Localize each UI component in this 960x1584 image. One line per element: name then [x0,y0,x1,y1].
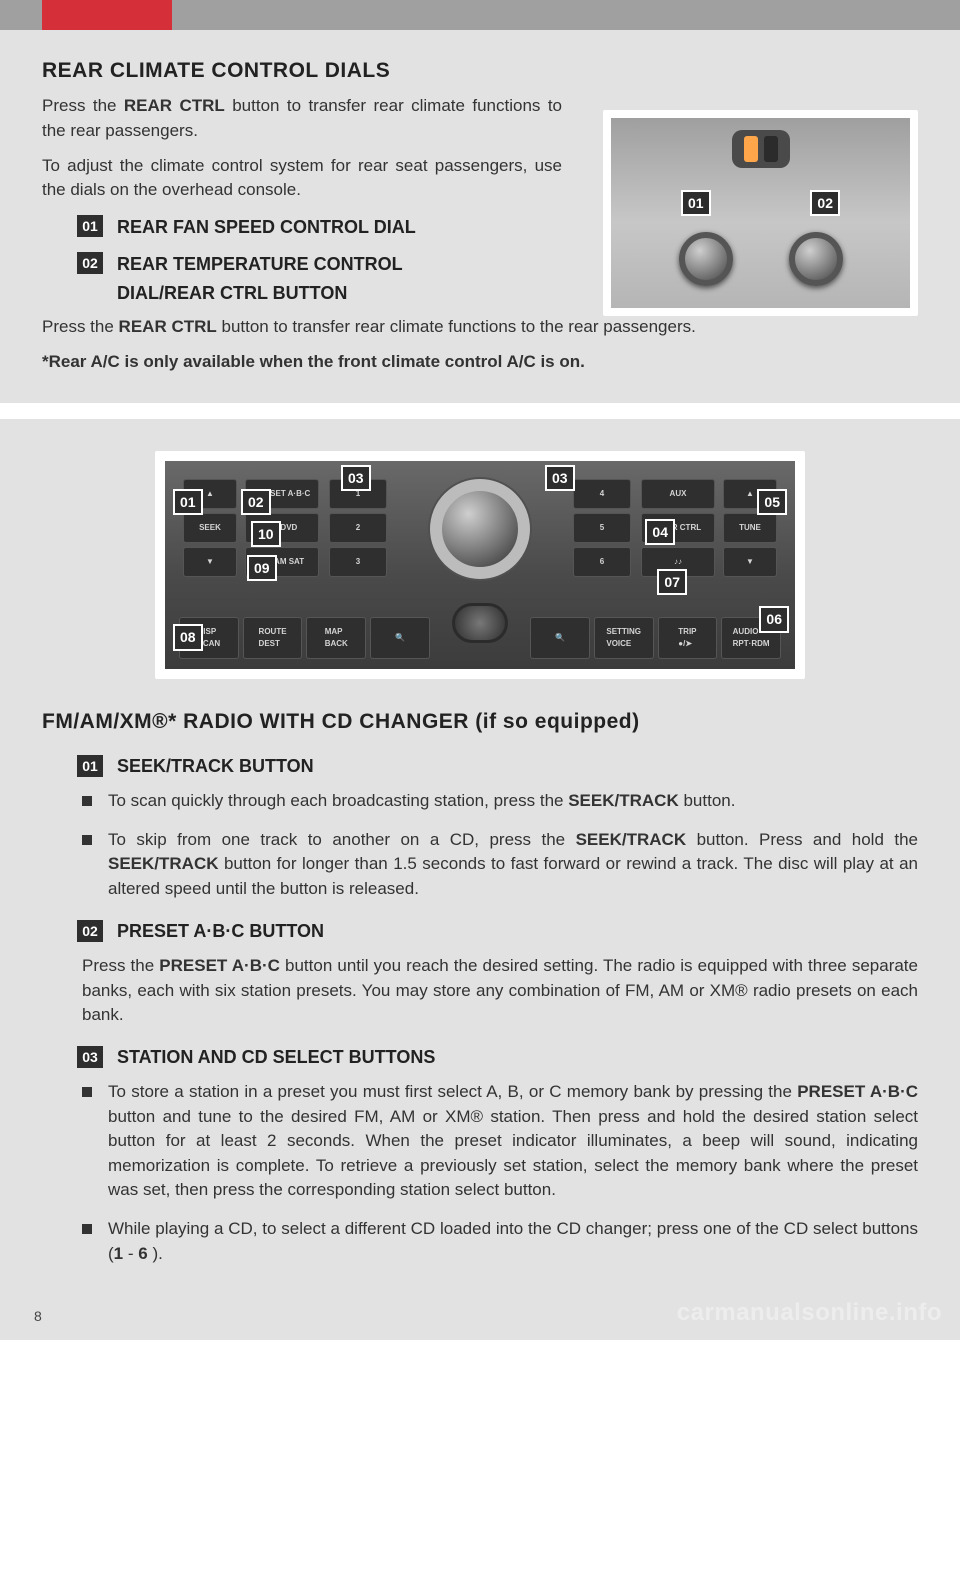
text: While playing a CD, to select a differen… [108,1219,918,1263]
annotation-01: 01 [681,190,711,216]
section-title: REAR CLIMATE CONTROL DIALS [42,56,918,86]
switch-icon [732,130,790,168]
rear-ctrl-bold: REAR CTRL [119,317,217,336]
text: To scan quickly through each broadcastin… [108,791,568,810]
annot-02: 02 [241,489,271,515]
text: button for longer than 1.5 seconds to fa… [108,854,918,898]
btn-setting: SETTINGVOICE [594,617,654,659]
text: button and tune to the desired FM, AM or… [108,1107,918,1200]
text: Press the [42,96,124,115]
annot-10: 10 [251,521,281,547]
bold-text: 6 [138,1244,147,1263]
dial-icon [789,232,843,286]
btn-4: 4 [573,479,631,509]
text: - [123,1244,138,1263]
btn-aux: AUX [641,479,715,509]
btn-route: ROUTEDEST [243,617,303,659]
text: button. Press and hold the [686,830,918,849]
badge-02: 02 [77,252,103,274]
power-knob-icon [430,479,530,579]
text: To skip from one track to another on a C… [108,830,576,849]
text: Press the [82,956,159,975]
rear-ctrl-bold: REAR CTRL [124,96,225,115]
badge-01: 01 [77,215,103,237]
dial-icon [679,232,733,286]
section-divider [0,403,960,411]
page-number: 8 [34,1306,42,1326]
btn-zoom-in: 🔍 [530,617,590,659]
btn-map: MAPBACK [306,617,366,659]
intro-paragraph-1: Press the REAR CTRL button to transfer r… [42,94,562,143]
bullet: To skip from one track to another on a C… [82,828,918,902]
enter-knob-icon [452,603,508,643]
annot-08: 08 [173,624,203,650]
intro-paragraph-2: To adjust the climate control system for… [42,154,562,203]
annot-03a: 03 [341,465,371,491]
item-seek-track: 01 SEEK/TRACK BUTTON [77,753,918,779]
btn-2: 2 [329,513,387,543]
item-label: REAR FAN SPEED CONTROL DIAL [117,213,416,242]
bold-text: SEEK/TRACK [108,854,219,873]
annot-03b: 03 [545,465,575,491]
btn-icon: ▼ [723,547,777,577]
annotation-02: 02 [810,190,840,216]
bullet: To store a station in a preset you must … [82,1080,918,1203]
watermark: carmanualsonline.info [677,1296,942,1331]
item-preset-abc: 02 PRESET A·B·C BUTTON [77,918,918,944]
text: To store a station in a preset you must … [108,1082,797,1101]
bold-text: SEEK/TRACK [576,830,687,849]
preset-paragraph: Press the PRESET A·B·C button until you … [82,954,918,1028]
badge-03: 03 [77,1046,103,1068]
bold-text: 1 [114,1244,123,1263]
item-label: SEEK/TRACK BUTTON [117,753,314,779]
annot-09: 09 [247,555,277,581]
annot-05: 05 [757,489,787,515]
bold-text: PRESET A·B·C [159,956,280,975]
btn-zoom-out: 🔍 [370,617,430,659]
bold-text: PRESET A·B·C [797,1082,918,1101]
section2-title: FM/AM/XM®* RADIO WITH CD CHANGER (if so … [42,707,918,737]
item-label: REAR TEMPERATURE CONTROL DIAL/REAR CTRL … [117,250,497,308]
paragraph-3: Press the REAR CTRL button to transfer r… [42,315,918,340]
annot-06: 06 [759,606,789,632]
text: ). [148,1244,163,1263]
annot-07: 07 [657,569,687,595]
bullet: To scan quickly through each broadcastin… [82,789,918,814]
badge-02: 02 [77,920,103,942]
btn-6: 6 [573,547,631,577]
radio-unit-image: ▲ SEEK ▼ PRESET A·B·C CD DVD FM·AM SAT 1… [155,451,805,679]
badge-01: 01 [77,755,103,777]
note-rear-ac: *Rear A/C is only available when the fro… [42,350,918,375]
text: button. [679,791,736,810]
annot-04: 04 [645,519,675,545]
bullet: While playing a CD, to select a differen… [82,1217,918,1266]
overhead-console-image: 01 02 [603,110,918,316]
bold-text: SEEK/TRACK [568,791,679,810]
item-label: STATION AND CD SELECT BUTTONS [117,1044,435,1070]
btn-5: 5 [573,513,631,543]
item-station-select: 03 STATION AND CD SELECT BUTTONS [77,1044,918,1070]
section-rear-climate: REAR CLIMATE CONTROL DIALS Press the REA… [0,30,960,403]
btn-icon: ▼ [183,547,237,577]
section-radio: ▲ SEEK ▼ PRESET A·B·C CD DVD FM·AM SAT 1… [0,419,960,1341]
text: button to transfer rear climate function… [217,317,696,336]
btn-tune: TUNE [723,513,777,543]
text: Press the [42,317,119,336]
btn-seek: SEEK [183,513,237,543]
item-label: PRESET A·B·C BUTTON [117,918,324,944]
btn-trip: TRIP●/➤ [658,617,718,659]
annot-01: 01 [173,489,203,515]
btn-3: 3 [329,547,387,577]
